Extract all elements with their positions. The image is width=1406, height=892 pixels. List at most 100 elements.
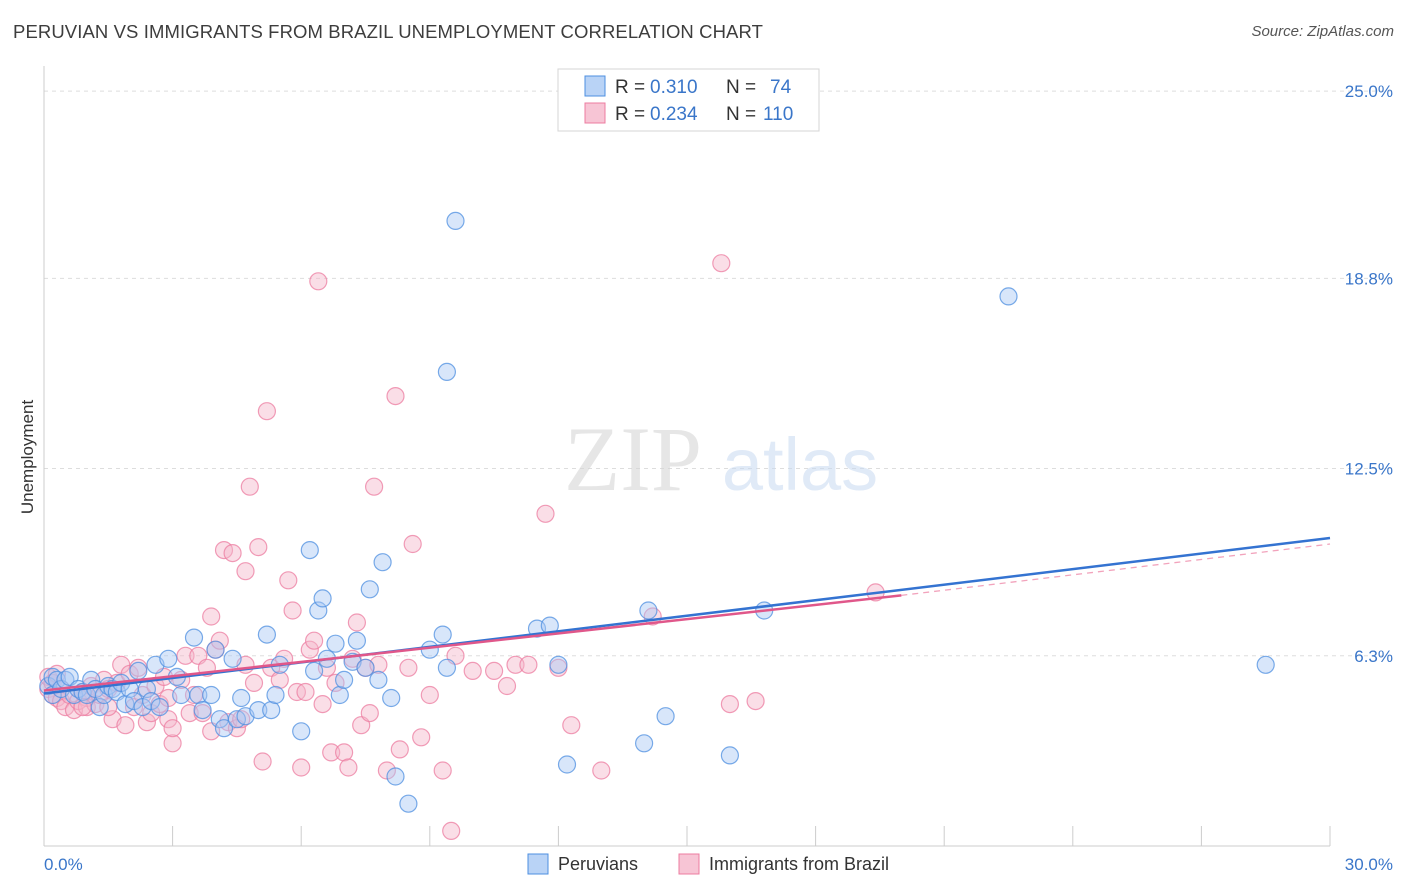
- point-peruvians: [382, 688, 401, 708]
- point-brazil: [506, 655, 525, 674]
- point-peruvians: [720, 746, 740, 765]
- point-peruvians: [347, 631, 366, 650]
- point-brazil: [536, 504, 555, 523]
- bottom-legend-label-brazil: Immigrants from Brazil: [709, 854, 889, 874]
- point-peruvians: [386, 767, 405, 786]
- point-brazil: [463, 661, 482, 681]
- point-brazil: [296, 682, 315, 702]
- point-peruvians: [335, 670, 354, 690]
- point-peruvians: [656, 707, 675, 726]
- point-brazil: [137, 713, 156, 732]
- point-peruvians: [634, 734, 654, 753]
- series-brazil-points: [39, 254, 885, 841]
- point-peruvians: [172, 685, 191, 705]
- legend-n-value-brazil: 110: [763, 104, 793, 125]
- point-brazil: [720, 694, 740, 714]
- x-tick-label-min: 0.0%: [44, 855, 83, 874]
- point-brazil: [420, 685, 439, 705]
- point-peruvians: [90, 697, 109, 717]
- point-brazil: [386, 387, 405, 406]
- point-brazil: [300, 640, 319, 659]
- point-peruvians: [292, 722, 311, 741]
- point-brazil: [236, 562, 255, 581]
- point-peruvians: [202, 685, 221, 705]
- point-brazil: [210, 631, 229, 650]
- point-peruvians: [999, 287, 1018, 306]
- point-brazil: [365, 477, 384, 496]
- axes: [43, 66, 1331, 847]
- point-peruvians: [193, 700, 212, 720]
- watermark-atlas: atlas: [722, 423, 878, 506]
- point-peruvians: [206, 640, 225, 659]
- legend-r-label-brazil: R =: [615, 104, 645, 125]
- point-peruvians: [223, 649, 242, 668]
- point-peruvians: [189, 685, 208, 705]
- bottom-legend-swatch-peruvians: [527, 853, 549, 875]
- point-brazil: [746, 691, 765, 711]
- point-peruvians: [249, 700, 268, 720]
- point-peruvians: [557, 755, 577, 774]
- legend-r-value-peruvians: 0.310: [650, 77, 698, 98]
- point-brazil: [253, 752, 272, 771]
- legend-n-value-peruvians: 74: [770, 77, 792, 98]
- point-peruvians: [330, 685, 349, 705]
- point-brazil: [360, 703, 379, 723]
- point-brazil: [270, 670, 289, 690]
- point-brazil: [412, 728, 431, 747]
- legend-n-label-brazil: N =: [726, 104, 756, 125]
- point-peruvians: [300, 540, 319, 560]
- point-brazil: [116, 716, 135, 735]
- watermark-zip: ZIP: [564, 408, 702, 510]
- point-peruvians: [214, 719, 234, 738]
- point-peruvians: [549, 655, 568, 674]
- point-peruvians: [437, 658, 456, 677]
- x-tick-label-max: 30.0%: [1345, 855, 1393, 874]
- point-peruvians: [159, 649, 178, 668]
- point-peruvians: [257, 625, 276, 644]
- point-peruvians: [232, 688, 251, 708]
- legend-r-label-peruvians: R =: [615, 77, 645, 98]
- point-brazil: [163, 734, 182, 753]
- point-brazil: [562, 716, 581, 735]
- point-brazil: [347, 613, 366, 632]
- point-peruvians: [262, 700, 281, 720]
- point-peruvians: [373, 553, 392, 572]
- point-brazil: [322, 743, 341, 762]
- bottom-legend-swatch-brazil: [678, 853, 700, 875]
- point-brazil: [176, 646, 195, 665]
- point-brazil: [442, 821, 461, 841]
- trend-line-brazil: [43, 594, 902, 692]
- point-brazil: [305, 631, 324, 650]
- chart-title: PERUVIAN VS IMMIGRANTS FROM BRAZIL UNEMP…: [13, 21, 764, 42]
- point-peruvians: [266, 685, 285, 705]
- legend-swatch-brazil: [584, 102, 606, 124]
- y-axis-label: Unemployment: [18, 400, 37, 515]
- y-tick-label: 12.5%: [1345, 460, 1393, 479]
- point-brazil: [519, 655, 538, 674]
- point-brazil: [202, 607, 221, 626]
- point-brazil: [433, 761, 452, 780]
- point-brazil: [223, 543, 242, 563]
- legend-swatch-peruvians: [584, 75, 606, 97]
- legend-n-label-peruvians: N =: [726, 77, 756, 98]
- point-peruvians: [369, 670, 388, 690]
- point-brazil: [244, 673, 264, 693]
- point-peruvians: [150, 697, 169, 717]
- point-brazil: [240, 477, 259, 496]
- point-brazil: [390, 740, 409, 759]
- y-tick-labels: 6.3% 12.5% 18.8% 25.0%: [1345, 82, 1393, 666]
- bottom-legend: Peruvians Immigrants from Brazil: [527, 853, 889, 875]
- point-brazil: [249, 537, 268, 557]
- point-peruvians: [305, 661, 324, 681]
- point-brazil: [292, 758, 311, 777]
- point-brazil: [283, 601, 302, 620]
- point-brazil: [497, 676, 517, 696]
- point-peruvians: [356, 658, 375, 677]
- x-tick-labels: 0.0% 30.0%: [44, 855, 1393, 874]
- point-brazil: [712, 254, 731, 273]
- point-peruvians: [639, 601, 658, 620]
- point-peruvians: [1256, 655, 1275, 674]
- legend: R = 0.310 N = 74 R = 0.234 N = 110: [557, 68, 820, 132]
- point-peruvians: [184, 628, 204, 647]
